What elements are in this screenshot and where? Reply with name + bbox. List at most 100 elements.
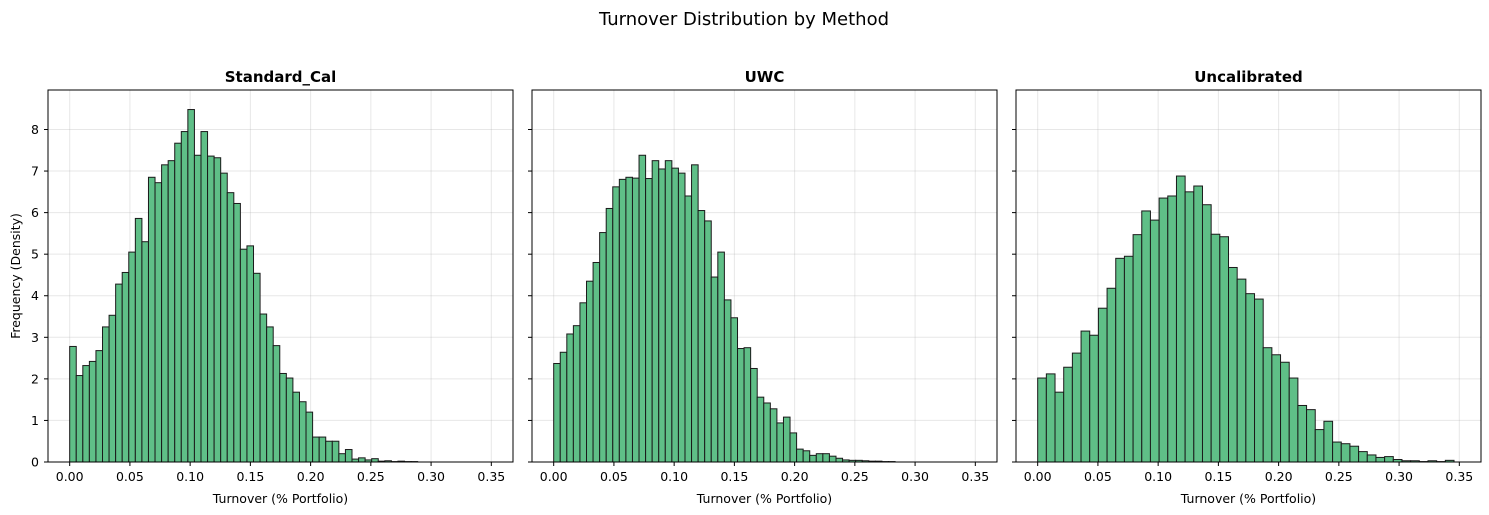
- histogram-bar: [167, 160, 176, 463]
- histogram-bar: [75, 375, 84, 463]
- plot-area-frame: [1015, 89, 1482, 463]
- histogram-bar: [1323, 420, 1334, 463]
- y-tick-label: 3: [31, 330, 39, 345]
- histogram-bar: [1167, 195, 1177, 463]
- x-axis-label: Turnover (% Portfolio): [212, 491, 348, 506]
- histogram-bar: [213, 157, 222, 463]
- histogram-bar: [344, 449, 353, 463]
- histogram-bar: [743, 347, 752, 463]
- histogram-bar: [174, 142, 182, 463]
- y-tick-label: 0: [31, 455, 39, 470]
- histogram-bar: [586, 280, 594, 463]
- histogram-bar: [645, 178, 653, 463]
- histogram-bar: [1080, 330, 1091, 463]
- histogram-bar: [318, 436, 327, 463]
- histogram-bar: [1158, 197, 1169, 463]
- histogram-bar: [331, 440, 340, 463]
- histogram-bar: [1063, 366, 1073, 463]
- y-axis: [528, 128, 532, 463]
- histogram-bar: [298, 401, 307, 463]
- histogram-bar: [200, 131, 209, 463]
- histogram-bar: [121, 271, 130, 463]
- x-tick-label: 0.20: [297, 469, 325, 484]
- histogram-bar: [723, 299, 732, 463]
- x-axis: 0.00 0.05 0.10 0.15 0.20 0.25 0.30 0.35: [56, 462, 505, 484]
- x-tick-label: 0.05: [1084, 469, 1112, 484]
- x-tick-label: 0.25: [841, 469, 869, 484]
- histogram-bar: [1132, 234, 1143, 463]
- histogram-bar: [737, 348, 745, 463]
- histogram-bar: [1375, 456, 1386, 463]
- histogram-bar: [1297, 404, 1308, 463]
- histogram-bar: [1288, 377, 1299, 463]
- x-tick-label: 0.15: [1204, 469, 1232, 484]
- y-axis: [1012, 128, 1016, 463]
- histogram-bar: [763, 402, 771, 463]
- histogram-bar: [154, 182, 163, 463]
- histogram-bar: [1141, 210, 1151, 463]
- histogram-bar: [822, 453, 830, 463]
- histogram-bar: [115, 283, 123, 463]
- histogram-bar: [1149, 219, 1160, 463]
- histogram-bar: [266, 326, 274, 463]
- histogram-bar: [756, 396, 765, 463]
- histogram-bar: [664, 160, 673, 463]
- histogram-bar: [358, 457, 366, 463]
- histogram-bar: [776, 422, 784, 463]
- histogram-bar: [566, 333, 574, 463]
- histogram-bar: [82, 365, 90, 463]
- histogram-bar: [1340, 443, 1351, 463]
- plot-area-frame: [47, 89, 514, 463]
- x-tick-label: 0.00: [540, 469, 568, 484]
- histogram-bar: [592, 261, 601, 463]
- y-tick-label: 4: [31, 288, 39, 303]
- histogram-bar: [828, 455, 837, 463]
- histogram-bar: [1071, 352, 1082, 463]
- x-tick-label: 0.10: [660, 469, 688, 484]
- x-tick-label: 0.15: [236, 469, 264, 484]
- panel-uncalibrated: 0.00 0.05 0.10 0.15 0.20 0.25 0.30 0.35 Uncalib…: [1012, 68, 1482, 506]
- histogram-bar: [1045, 373, 1056, 463]
- histogram-bar: [338, 453, 346, 463]
- y-tick-label: 7: [31, 164, 39, 179]
- histogram-bar: [1054, 391, 1065, 463]
- histogram-bar: [305, 411, 314, 463]
- histogram-bar: [1314, 429, 1325, 463]
- histogram-bar: [1228, 266, 1238, 463]
- x-tick-label: 0.35: [961, 469, 989, 484]
- histogram-bars: [69, 109, 419, 463]
- histogram-bar: [279, 372, 287, 463]
- histogram-bar: [631, 177, 640, 463]
- histogram-bar: [559, 351, 568, 463]
- histogram-bar: [220, 172, 228, 463]
- histogram-bar: [605, 207, 614, 463]
- histogram-bar: [658, 168, 666, 463]
- x-tick-label: 0.15: [720, 469, 748, 484]
- histogram-bar: [1332, 441, 1342, 463]
- panel-standard-cal: 0.00 0.05 0.10 0.15 0.20 0.25 0.30 0.35 0 1 2 3 4 5 6…: [8, 68, 514, 506]
- histogram-bar: [128, 251, 136, 463]
- histogram-bar: [651, 160, 660, 463]
- histogram-bar: [325, 440, 333, 463]
- x-tick-label: 0.10: [176, 469, 204, 484]
- x-axis-label: Turnover (% Portfolio): [696, 491, 832, 506]
- x-tick-label: 0.25: [1325, 469, 1353, 484]
- histogram-bar: [1384, 456, 1394, 463]
- histogram-bar: [704, 220, 712, 463]
- histogram-bar: [259, 313, 268, 463]
- histogram-bar: [141, 241, 149, 463]
- histogram-bar: [1349, 445, 1360, 463]
- x-tick-label: 0.30: [417, 469, 445, 484]
- histogram-bar: [1175, 175, 1186, 463]
- histogram-bar: [796, 448, 804, 463]
- histogram-bar: [1037, 377, 1047, 463]
- histogram-bar: [193, 154, 202, 463]
- histogram-bar: [312, 436, 320, 463]
- histogram-bar: [1306, 409, 1316, 463]
- x-tick-label: 0.20: [1265, 469, 1293, 484]
- subplot-title: Uncalibrated: [1194, 68, 1303, 86]
- x-tick-label: 0.25: [357, 469, 385, 484]
- histogram-bar: [572, 325, 581, 463]
- histogram-bar: [1280, 361, 1290, 463]
- subplot-title: UWC: [745, 68, 785, 86]
